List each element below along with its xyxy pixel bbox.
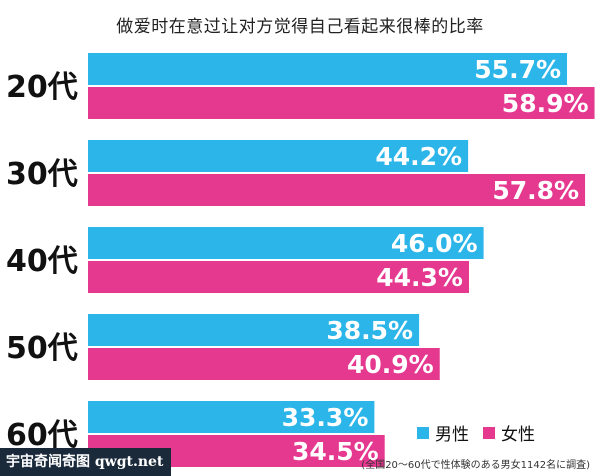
data-label-female: 57.8% [492,176,579,205]
legend-item-male: 男性 [417,420,469,445]
bar-female [88,348,440,380]
category-label: 60代 [6,418,78,453]
bar-female [88,87,595,119]
bar-male [88,314,420,346]
legend-label-female: 女性 [501,425,535,445]
category-label: 20代 [6,70,78,105]
data-label-female: 34.5% [292,437,379,466]
data-label-female: 40.9% [347,350,434,379]
survey-note: (全国20～60代で性体験のある男女1142名に調査) [361,460,590,471]
bar-male [88,140,469,172]
category-label: 30代 [6,157,78,192]
data-label-male: 55.7% [474,55,561,84]
bar-male [88,401,375,433]
data-label-male: 38.5% [326,316,413,345]
bar-female [88,261,469,293]
bar-male [88,227,484,259]
data-label-female: 58.9% [502,89,589,118]
legend-item-female: 女性 [483,420,535,445]
watermark: 宇宙奇闻奇图 qwgt.net [0,448,172,476]
category-label: 50代 [6,331,78,366]
bar-male [88,53,568,85]
data-label-male: 33.3% [282,403,369,432]
legend: 男性 女性 [417,420,549,445]
legend-swatch-male [417,426,429,439]
data-label-female: 44.3% [376,263,463,292]
data-label-male: 46.0% [391,229,478,258]
category-label: 40代 [6,244,78,279]
chart-title: 做爱时在意过让对方觉得自己看起来很棒的比率 [116,17,484,37]
data-label-male: 44.2% [375,142,462,171]
legend-label-male: 男性 [435,425,469,445]
bar-female [88,174,586,206]
legend-swatch-female [483,426,495,439]
